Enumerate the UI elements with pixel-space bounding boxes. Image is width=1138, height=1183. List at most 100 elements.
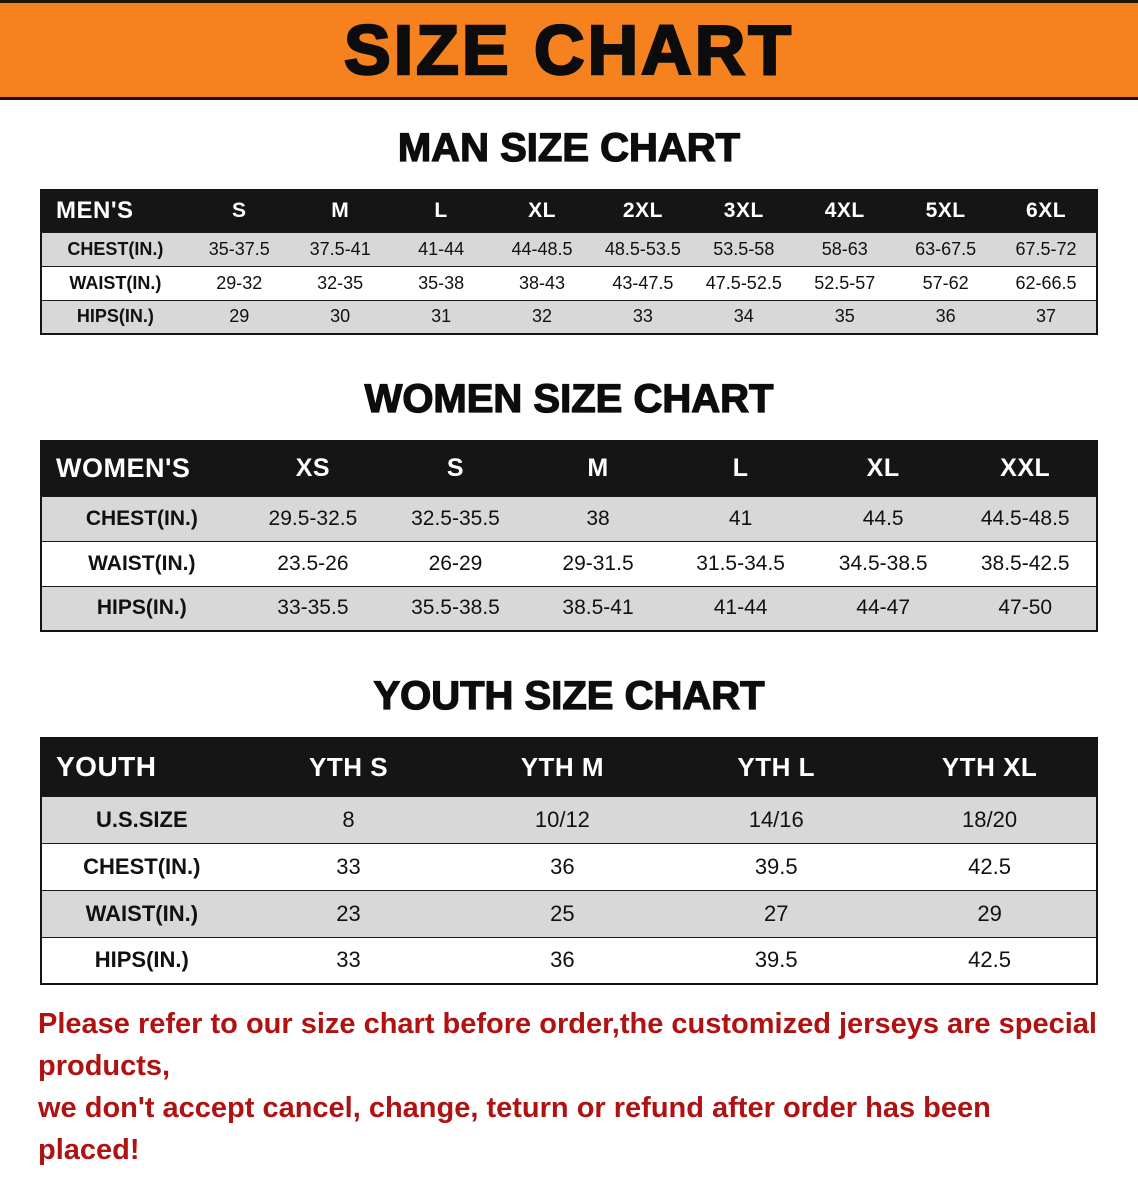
measurement-value: 44.5 xyxy=(811,495,955,541)
measurement-value: 37.5-41 xyxy=(289,231,391,266)
table-row: WAIST(IN.) 23.5-26 26-29 29-31.5 31.5-34.5 34… xyxy=(41,540,1097,586)
measurement-value: 62-66.5 xyxy=(996,265,1097,300)
measurement-value: 29.5-32.5 xyxy=(241,495,385,541)
measurement-value: 8 xyxy=(241,795,456,843)
measurement-label: HIPS(IN.) xyxy=(41,585,242,631)
banner: SIZE CHART xyxy=(0,0,1138,100)
size-column-header: M xyxy=(526,441,670,496)
disclaimer-line-1: Please refer to our size chart before or… xyxy=(38,1008,1097,1083)
men-size-section: MAN SIZE CHART MEN'S S M L XL 2XL 3XL 4XL 5XL 6XL… xyxy=(0,125,1138,335)
size-column-header: 6XL xyxy=(996,190,1097,232)
measurement-value: 38.5-41 xyxy=(526,585,670,631)
measurement-value: 41-44 xyxy=(669,585,812,631)
measurement-value: 32-35 xyxy=(289,265,391,300)
women-size-section: WOMEN SIZE CHART WOMEN'S XS S M L XL XXL CHEST(… xyxy=(0,376,1138,632)
measurement-value: 18/20 xyxy=(883,795,1097,843)
measurement-label: U.S.SIZE xyxy=(41,795,242,843)
youth-size-section: YOUTH SIZE CHART YOUTH YTH S YTH M YTH L YTH… xyxy=(0,673,1138,985)
measurement-value: 44.5-48.5 xyxy=(954,495,1097,541)
measurement-value: 23 xyxy=(241,889,456,937)
measurement-value: 29-31.5 xyxy=(526,540,670,586)
measurement-value: 34.5-38.5 xyxy=(811,540,955,586)
size-column-header: YTH M xyxy=(455,738,670,796)
size-column-header: M xyxy=(289,190,391,232)
size-column-header: L xyxy=(669,441,812,496)
measurement-value: 33 xyxy=(241,842,456,890)
women-size-table: WOMEN'S XS S M L XL XXL CHEST(IN.) 29.5-32.5 32.5… xyxy=(40,440,1098,632)
table-row: HIPS(IN.) 33-35.5 35.5-38.5 38.5-41 41-44 44-… xyxy=(41,585,1097,631)
measurement-value: 35 xyxy=(794,299,896,334)
measurement-value: 42.5 xyxy=(883,842,1097,890)
table-row: HIPS(IN.) 33 36 39.5 42.5 xyxy=(41,936,1097,984)
measurement-label: CHEST(IN.) xyxy=(41,231,189,266)
measurement-value: 32.5-35.5 xyxy=(384,495,527,541)
measurement-value: 35-37.5 xyxy=(188,231,290,266)
measurement-value: 48.5-53.5 xyxy=(592,231,694,266)
table-row: HIPS(IN.) 29 30 31 32 33 34 35 36 37 xyxy=(41,299,1097,334)
size-column-header: 2XL xyxy=(592,190,694,232)
measurement-value: 53.5-58 xyxy=(693,231,795,266)
measurement-label: WAIST(IN.) xyxy=(41,889,242,937)
measurement-value: 33-35.5 xyxy=(241,585,385,631)
table-row: CHEST(IN.) 29.5-32.5 32.5-35.5 38 41 44.5 44.5… xyxy=(41,495,1097,541)
men-size-heading: MAN SIZE CHART xyxy=(397,125,741,170)
size-column-header: 5XL xyxy=(895,190,997,232)
measurement-value: 29 xyxy=(883,889,1097,937)
youth-size-heading: YOUTH SIZE CHART xyxy=(373,673,765,718)
measurement-value: 38.5-42.5 xyxy=(954,540,1097,586)
measurement-value: 31.5-34.5 xyxy=(669,540,812,586)
measurement-value: 27 xyxy=(669,889,884,937)
measurement-value: 47.5-52.5 xyxy=(693,265,795,300)
page-title: SIZE CHART xyxy=(343,10,794,91)
table-group-label: WOMEN'S xyxy=(41,441,242,496)
table-header-row: WOMEN'S XS S M L XL XXL xyxy=(41,441,1097,496)
measurement-label: CHEST(IN.) xyxy=(41,495,242,541)
table-row: CHEST(IN.) 33 36 39.5 42.5 xyxy=(41,842,1097,890)
table-group-label: MEN'S xyxy=(41,190,189,232)
table-header-row: YOUTH YTH S YTH M YTH L YTH XL xyxy=(41,738,1097,796)
table-row: WAIST(IN.) 29-32 32-35 35-38 38-43 43-47.5 47.… xyxy=(41,265,1097,300)
measurement-value: 35-38 xyxy=(390,265,492,300)
measurement-value: 42.5 xyxy=(883,936,1097,984)
measurement-value: 41 xyxy=(669,495,812,541)
size-column-header: YTH XL xyxy=(883,738,1097,796)
youth-size-table: YOUTH YTH S YTH M YTH L YTH XL U.S.SIZE 8 10/12… xyxy=(40,737,1098,985)
measurement-value: 39.5 xyxy=(669,936,884,984)
disclaimer-line-2: we don't accept cancel, change, teturn o… xyxy=(38,1092,991,1167)
table-row: CHEST(IN.) 35-37.5 37.5-41 41-44 44-48.5 48.5… xyxy=(41,231,1097,266)
size-column-header: XL xyxy=(811,441,955,496)
size-column-header: YTH L xyxy=(669,738,884,796)
size-column-header: L xyxy=(390,190,492,232)
measurement-value: 39.5 xyxy=(669,842,884,890)
measurement-value: 26-29 xyxy=(384,540,527,586)
table-row: WAIST(IN.) 23 25 27 29 xyxy=(41,889,1097,937)
size-column-header: XXL xyxy=(954,441,1097,496)
size-column-header: 4XL xyxy=(794,190,896,232)
measurement-value: 67.5-72 xyxy=(996,231,1097,266)
men-size-table: MEN'S S M L XL 2XL 3XL 4XL 5XL 6XL CHEST(IN.) 35-37… xyxy=(40,189,1098,335)
table-group-label: YOUTH xyxy=(41,738,242,796)
measurement-label: HIPS(IN.) xyxy=(41,936,242,984)
size-column-header: XL xyxy=(491,190,593,232)
measurement-value: 36 xyxy=(895,299,997,334)
measurement-value: 33 xyxy=(592,299,694,334)
table-header-row: MEN'S S M L XL 2XL 3XL 4XL 5XL 6XL xyxy=(41,190,1097,232)
table-row: U.S.SIZE 8 10/12 14/16 18/20 xyxy=(41,795,1097,843)
size-column-header: XS xyxy=(241,441,385,496)
measurement-label: WAIST(IN.) xyxy=(41,265,189,300)
women-size-heading: WOMEN SIZE CHART xyxy=(364,376,774,421)
size-column-header: YTH S xyxy=(241,738,456,796)
measurement-value: 44-47 xyxy=(811,585,955,631)
measurement-value: 25 xyxy=(455,889,670,937)
measurement-value: 29-32 xyxy=(188,265,290,300)
size-column-header: 3XL xyxy=(693,190,795,232)
measurement-value: 23.5-26 xyxy=(241,540,385,586)
measurement-value: 36 xyxy=(455,842,670,890)
measurement-value: 47-50 xyxy=(954,585,1097,631)
measurement-value: 52.5-57 xyxy=(794,265,896,300)
measurement-value: 34 xyxy=(693,299,795,334)
measurement-label: CHEST(IN.) xyxy=(41,842,242,890)
measurement-label: WAIST(IN.) xyxy=(41,540,242,586)
measurement-value: 58-63 xyxy=(794,231,896,266)
